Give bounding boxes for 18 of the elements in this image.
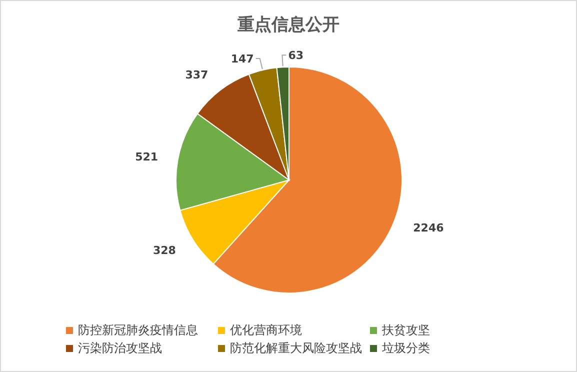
chart-title: 重点信息公开: [236, 15, 340, 35]
legend-label: 防控新冠肺炎疫情信息: [78, 323, 198, 337]
data-label: 63: [288, 49, 304, 62]
legend-label: 优化营商环境: [230, 323, 302, 337]
pie-slice: [248, 67, 290, 180]
pie-slice: [176, 113, 290, 211]
data-label: 328: [152, 244, 176, 258]
data-label: 2246: [413, 222, 444, 235]
data-label: 337: [185, 68, 208, 82]
pie-slice: [212, 66, 402, 294]
legend-label: 垃圾分类: [381, 341, 430, 355]
data-label: 521: [135, 150, 158, 164]
legend-label: 防范化解重大风险攻坚战: [230, 341, 362, 355]
legend-label: 污染防治攻坚战: [78, 341, 162, 355]
data-label: 147: [230, 52, 254, 66]
legend-label: 扶贫攻坚: [381, 323, 430, 337]
pie-slice: [180, 180, 290, 264]
pie: 2246 328 521 337 147 63: [135, 49, 444, 294]
